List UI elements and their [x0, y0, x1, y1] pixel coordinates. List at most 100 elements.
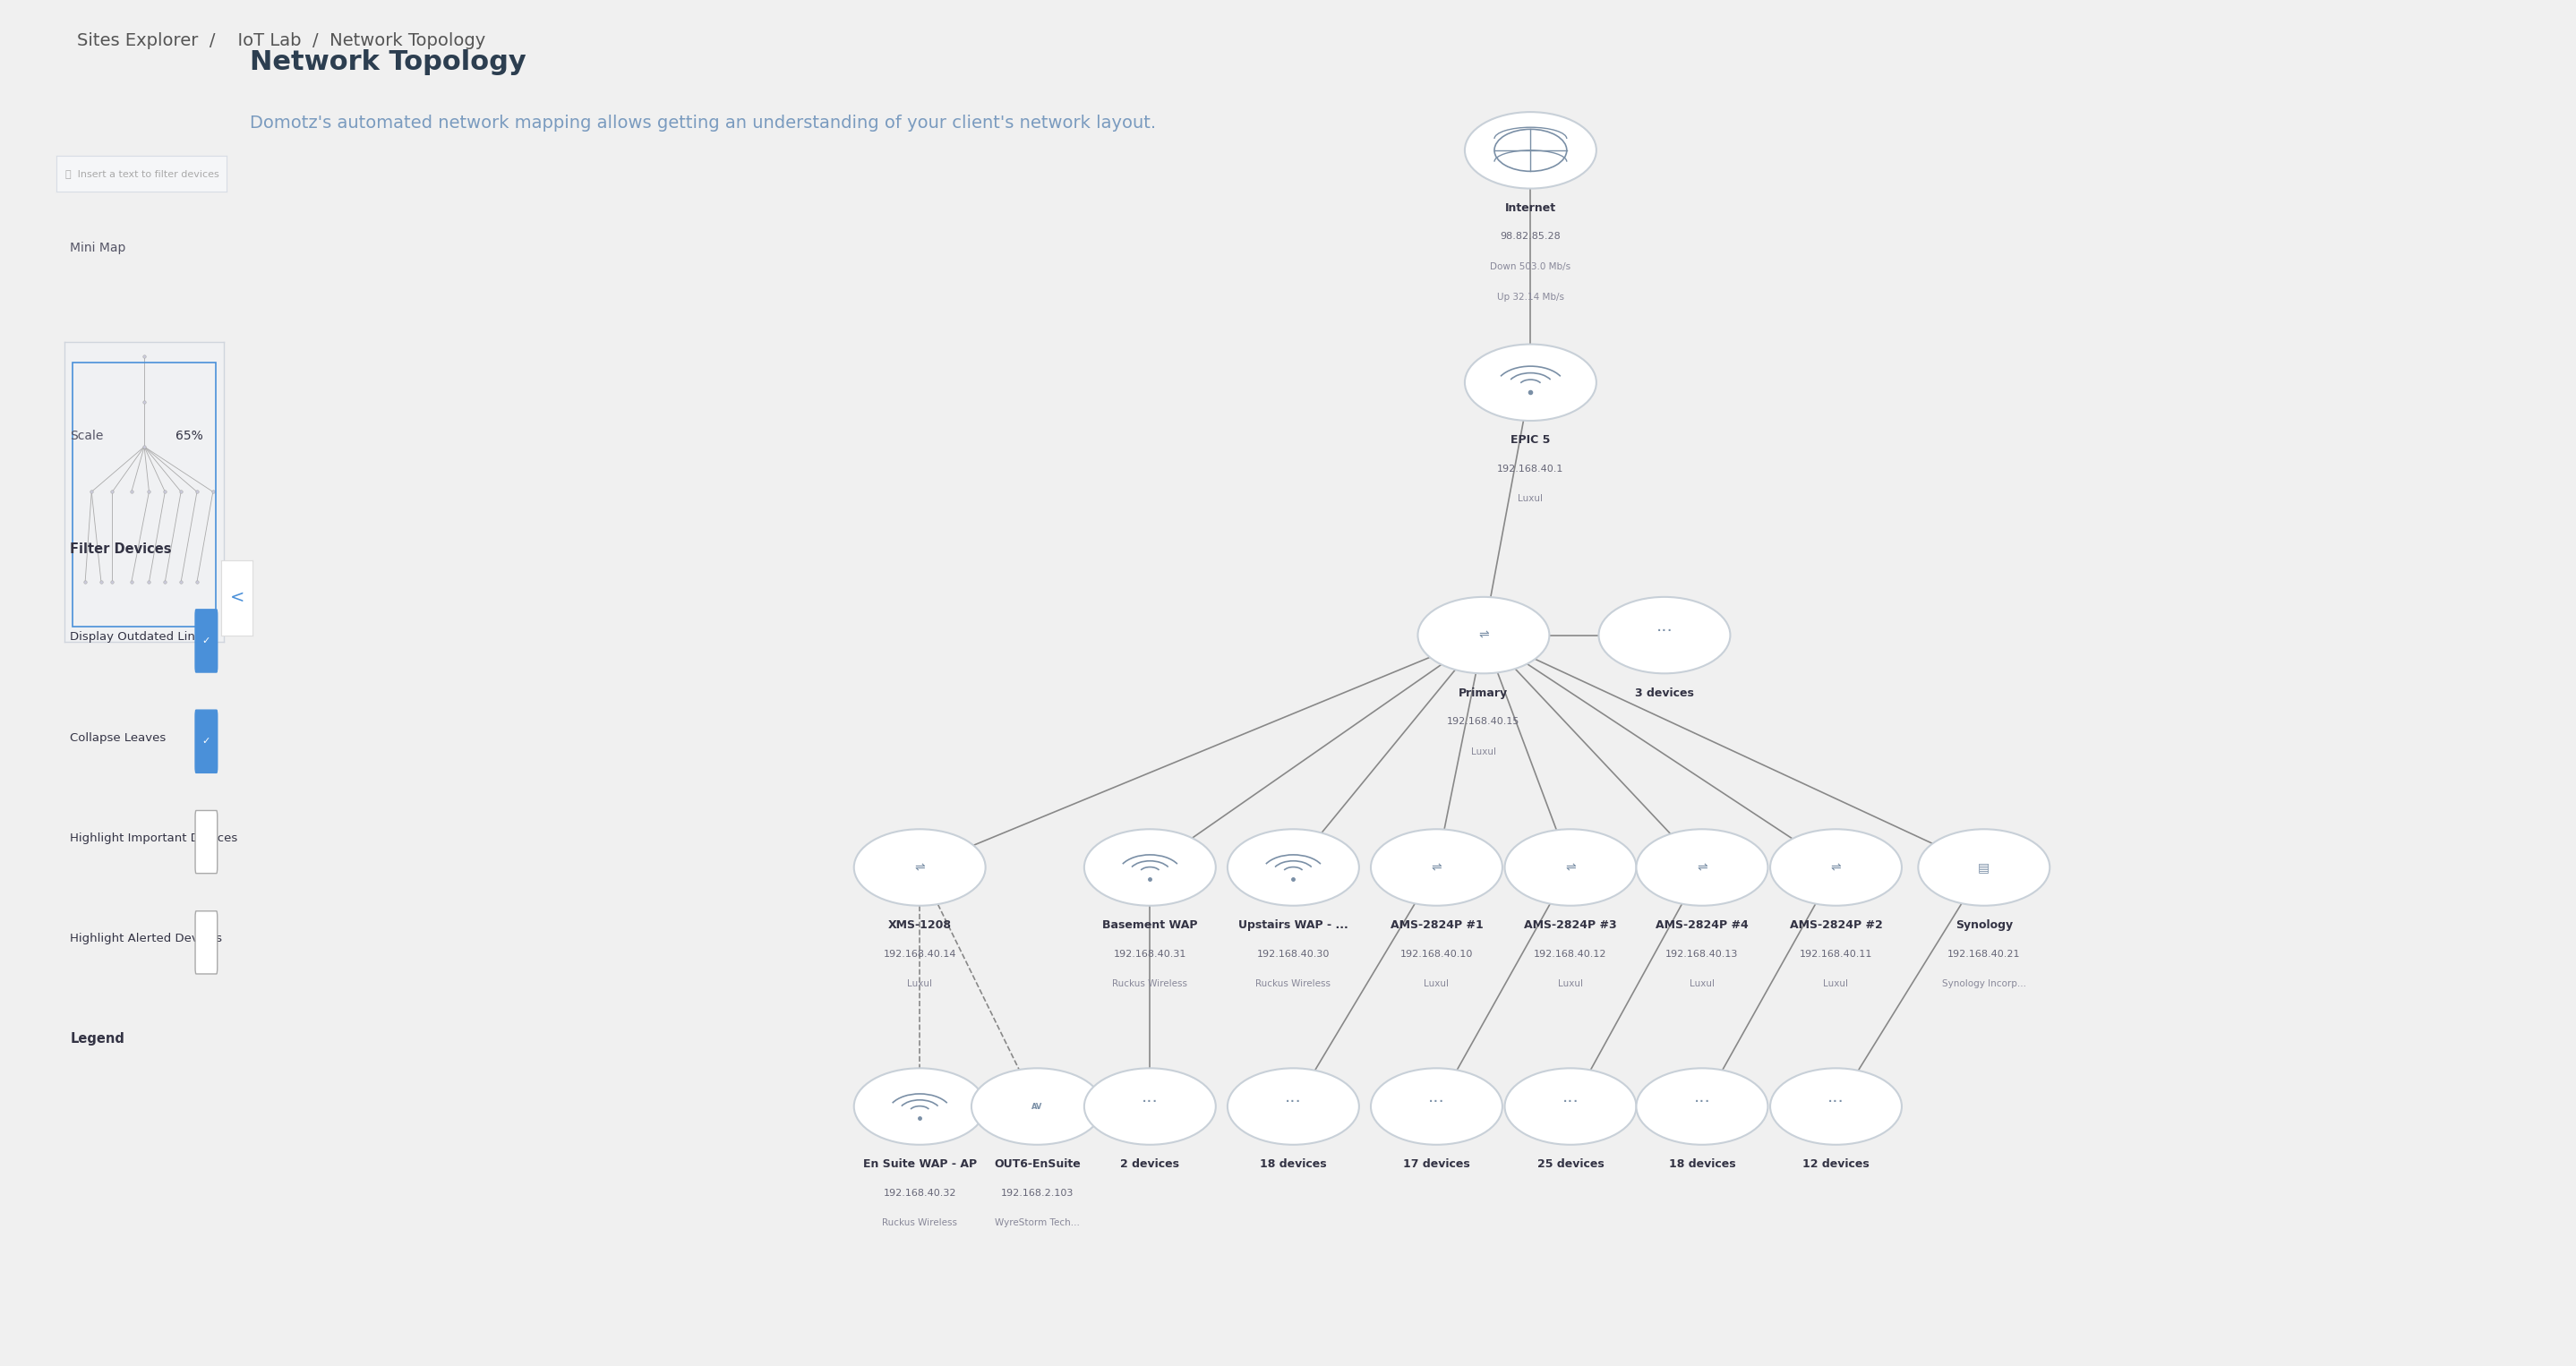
Text: Sites Explorer  /    IoT Lab  /  Network Topology: Sites Explorer / IoT Lab / Network Topol…	[77, 33, 487, 49]
Circle shape	[1504, 1068, 1636, 1145]
Text: Collapse Leaves: Collapse Leaves	[70, 732, 167, 743]
Text: 2 devices: 2 devices	[1121, 1158, 1180, 1171]
Text: ···: ···	[1656, 623, 1672, 639]
Text: Filter Devices: Filter Devices	[70, 542, 173, 556]
Text: 18 devices: 18 devices	[1669, 1158, 1736, 1171]
Text: XMS-1208: XMS-1208	[889, 919, 951, 932]
Text: Up 32.14 Mb/s: Up 32.14 Mb/s	[1497, 292, 1564, 302]
Text: Legend: Legend	[70, 1033, 124, 1046]
Circle shape	[1600, 597, 1731, 673]
Circle shape	[1504, 829, 1636, 906]
Text: ···: ···	[1692, 1094, 1710, 1111]
Text: WyreStorm Tech...: WyreStorm Tech...	[994, 1218, 1079, 1228]
Text: OUT6-EnSuite: OUT6-EnSuite	[994, 1158, 1079, 1171]
Text: ···: ···	[1561, 1094, 1579, 1111]
Text: 192.168.40.11: 192.168.40.11	[1801, 949, 1873, 959]
Circle shape	[1466, 112, 1597, 189]
Text: Highlight Important Devices: Highlight Important Devices	[70, 832, 237, 844]
Text: ⇌: ⇌	[1432, 861, 1443, 874]
Text: ⇌: ⇌	[1479, 628, 1489, 642]
Text: Upstairs WAP - ...: Upstairs WAP - ...	[1239, 919, 1347, 932]
Text: 3 devices: 3 devices	[1636, 687, 1695, 699]
Text: ✓: ✓	[201, 637, 211, 645]
Text: Domotz's automated network mapping allows getting an understanding of your clien: Domotz's automated network mapping allow…	[250, 115, 1157, 131]
Text: EPIC 5: EPIC 5	[1510, 434, 1551, 447]
Circle shape	[855, 1068, 987, 1145]
Text: Mini Map: Mini Map	[70, 242, 126, 254]
Circle shape	[855, 829, 987, 906]
Text: Ruckus Wireless: Ruckus Wireless	[1255, 979, 1332, 989]
Text: Internet: Internet	[1504, 202, 1556, 214]
Text: Luxul: Luxul	[1471, 747, 1497, 757]
Text: ⇌: ⇌	[1832, 861, 1842, 874]
Text: 65%: 65%	[175, 430, 204, 443]
FancyBboxPatch shape	[196, 609, 216, 672]
Text: 18 devices: 18 devices	[1260, 1158, 1327, 1171]
Text: 192.168.40.31: 192.168.40.31	[1113, 949, 1188, 959]
Text: Basement WAP: Basement WAP	[1103, 919, 1198, 932]
Text: Display Outdated Links: Display Outdated Links	[70, 631, 209, 643]
Text: <: <	[229, 589, 245, 607]
Circle shape	[971, 1068, 1103, 1145]
Circle shape	[1229, 829, 1360, 906]
Text: ⇌: ⇌	[914, 861, 925, 874]
Text: 192.168.40.1: 192.168.40.1	[1497, 464, 1564, 474]
Circle shape	[1370, 1068, 1502, 1145]
Text: Luxul: Luxul	[1517, 494, 1543, 504]
Text: Synology Incorp...: Synology Incorp...	[1942, 979, 2027, 989]
Circle shape	[1770, 829, 1901, 906]
Text: Luxul: Luxul	[1425, 979, 1450, 989]
Text: AMS-2824P #3: AMS-2824P #3	[1525, 919, 1618, 932]
Text: Luxul: Luxul	[907, 979, 933, 989]
Text: Network Topology: Network Topology	[250, 49, 526, 75]
FancyBboxPatch shape	[196, 810, 216, 873]
Text: En Suite WAP - AP: En Suite WAP - AP	[863, 1158, 976, 1171]
Text: Primary: Primary	[1458, 687, 1510, 699]
Text: 17 devices: 17 devices	[1404, 1158, 1471, 1171]
Text: ···: ···	[1141, 1094, 1159, 1111]
Text: Luxul: Luxul	[1824, 979, 1850, 989]
Text: ✓: ✓	[201, 736, 211, 746]
Text: 192.168.40.15: 192.168.40.15	[1448, 717, 1520, 727]
Circle shape	[1770, 1068, 1901, 1145]
Text: ⇌: ⇌	[1698, 861, 1708, 874]
FancyBboxPatch shape	[196, 911, 216, 974]
FancyBboxPatch shape	[196, 710, 216, 773]
Circle shape	[1466, 344, 1597, 421]
Text: 98.82.85.28: 98.82.85.28	[1499, 232, 1561, 242]
Text: ···: ···	[1427, 1094, 1445, 1111]
Circle shape	[1084, 829, 1216, 906]
Text: 192.168.40.13: 192.168.40.13	[1667, 949, 1739, 959]
Circle shape	[1370, 829, 1502, 906]
Text: ···: ···	[1285, 1094, 1301, 1111]
Text: ···: ···	[1826, 1094, 1844, 1111]
Text: 25 devices: 25 devices	[1538, 1158, 1605, 1171]
Text: 192.168.40.32: 192.168.40.32	[884, 1188, 956, 1198]
Text: 🔍  Insert a text to filter devices: 🔍 Insert a text to filter devices	[64, 169, 219, 178]
Text: Ruckus Wireless: Ruckus Wireless	[1113, 979, 1188, 989]
Text: Highlight Alerted Devices: Highlight Alerted Devices	[70, 933, 222, 944]
Text: ⇌: ⇌	[1566, 861, 1577, 874]
Text: Synology: Synology	[1955, 919, 2012, 932]
Circle shape	[1417, 597, 1548, 673]
Circle shape	[1229, 1068, 1360, 1145]
Circle shape	[1636, 1068, 1767, 1145]
Text: 192.168.40.30: 192.168.40.30	[1257, 949, 1329, 959]
Text: AMS-2824P #2: AMS-2824P #2	[1790, 919, 1883, 932]
Text: AV: AV	[1030, 1102, 1043, 1111]
Text: 12 devices: 12 devices	[1803, 1158, 1870, 1171]
Text: 192.168.40.10: 192.168.40.10	[1401, 949, 1473, 959]
Text: AMS-2824P #1: AMS-2824P #1	[1391, 919, 1484, 932]
Text: 192.168.40.14: 192.168.40.14	[884, 949, 956, 959]
Text: Down 503.0 Mb/s: Down 503.0 Mb/s	[1489, 262, 1571, 272]
Text: ▤: ▤	[1978, 861, 1989, 874]
Circle shape	[1636, 829, 1767, 906]
Text: Scale: Scale	[70, 430, 103, 443]
Text: Ruckus Wireless: Ruckus Wireless	[881, 1218, 958, 1228]
Text: 192.168.40.12: 192.168.40.12	[1533, 949, 1607, 959]
Text: AMS-2824P #4: AMS-2824P #4	[1656, 919, 1749, 932]
Text: 192.168.2.103: 192.168.2.103	[999, 1188, 1074, 1198]
Text: 192.168.40.21: 192.168.40.21	[1947, 949, 2020, 959]
Text: Luxul: Luxul	[1558, 979, 1584, 989]
Circle shape	[1084, 1068, 1216, 1145]
